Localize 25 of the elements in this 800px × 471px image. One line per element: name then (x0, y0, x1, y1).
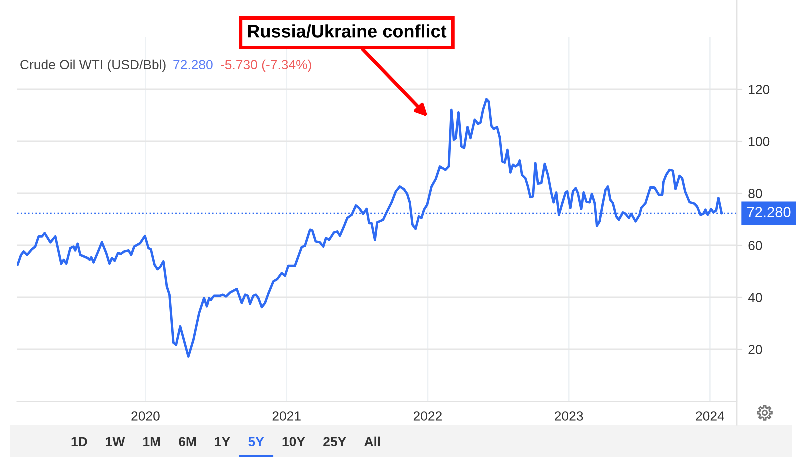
text: 25Y (324, 437, 346, 447)
x-tick-label: 2024 (696, 412, 724, 421)
x-tick-label: 2022 (414, 412, 442, 421)
y-tick-label: 100 (749, 137, 770, 146)
x-tick-label: 2021 (272, 412, 301, 421)
y-tick-label: 40 (748, 293, 762, 302)
text: 72.280 (174, 60, 213, 70)
text: 5Y (248, 437, 264, 447)
x-tick-label: 2020 (132, 412, 160, 421)
text: 1D (72, 437, 88, 446)
x-tick-label: 2023 (555, 412, 584, 421)
annotation: Russia/Ukraine conflict (248, 24, 447, 38)
text: 10Y (282, 437, 306, 447)
y-tick-label: 120 (749, 85, 770, 94)
text: All (364, 436, 380, 446)
text: Crude Oil WTI (USD/Bbl) (20, 60, 166, 72)
text: 1M (144, 437, 160, 446)
text: 6M (179, 437, 196, 447)
y-tick-label: 60 (748, 241, 762, 250)
y-tick-label: 20 (748, 345, 762, 354)
annotation: -5.730 (-7.34%) (221, 60, 312, 72)
ref-line-label: 72.280 (747, 207, 791, 218)
text: 1W (106, 437, 126, 446)
text: 1Y (215, 437, 230, 446)
y-tick-label: 80 (748, 189, 762, 198)
